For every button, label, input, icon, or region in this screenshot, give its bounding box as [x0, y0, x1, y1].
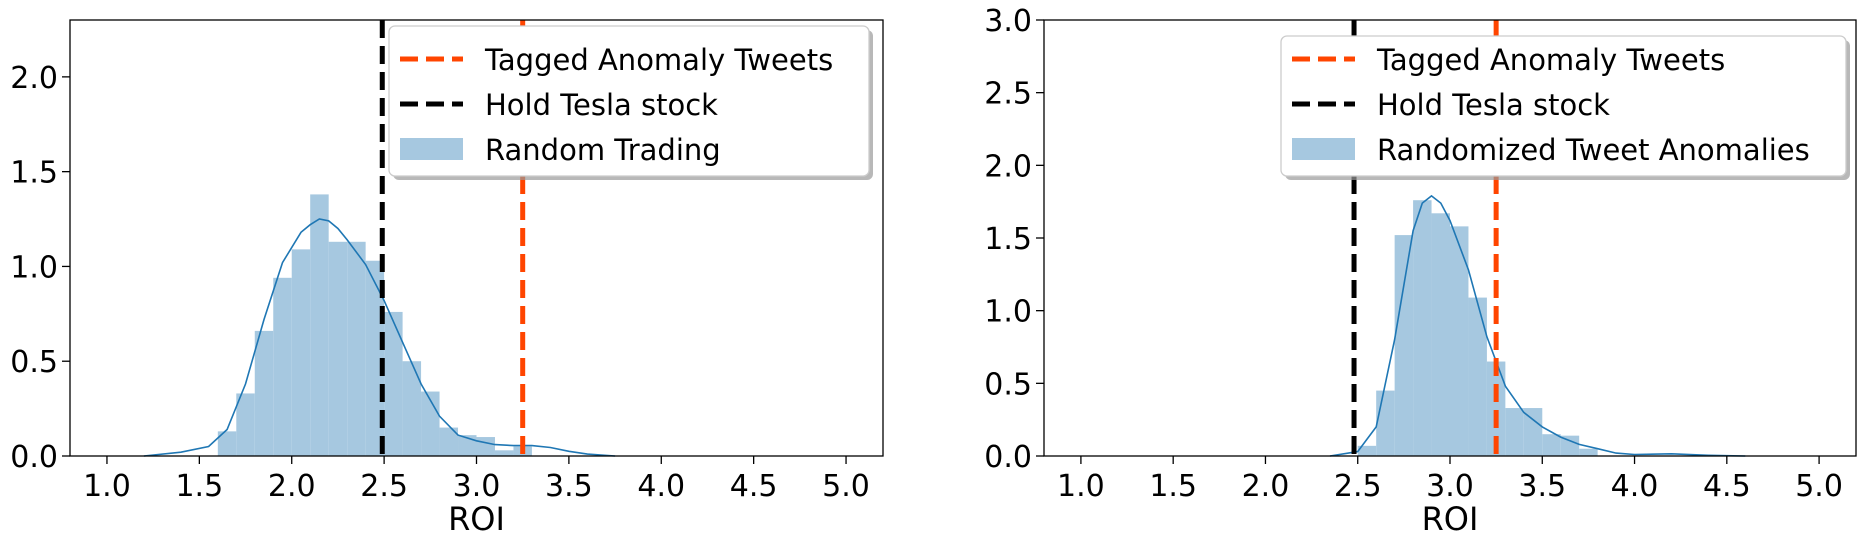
legend-hist-label: Random Trading: [485, 133, 721, 167]
histogram-bar: [1468, 297, 1487, 456]
x-axis-ticks: 1.0 1.5 2.0 2.5 3.0 3.5 4.0 4.5 5.0: [83, 456, 870, 504]
histogram-bar: [217, 431, 237, 456]
x-axis-ticks: 1.0 1.5 2.0 2.5 3.0 3.5 4.0 4.5 5.0: [1057, 456, 1843, 504]
kde-curve: [143, 218, 616, 457]
legend-box: [388, 25, 870, 177]
x-tick-label: 2.0: [268, 469, 316, 504]
histogram-bar: [328, 241, 348, 456]
y-tick-label: 2.5: [984, 77, 1032, 112]
histogram-bar: [1542, 434, 1561, 456]
x-tick-label: 3.0: [1426, 469, 1474, 504]
histogram-bar: [291, 249, 311, 456]
histogram-bar: [439, 427, 459, 456]
histogram-bar: [1357, 445, 1377, 456]
legend: Tagged Anomaly Tweets Hold Tesla stock R…: [388, 25, 873, 180]
histogram-bar: [1394, 235, 1414, 456]
histogram-bar: [1413, 200, 1432, 456]
histogram-bar: [1523, 408, 1543, 456]
legend-tagged-label: Tagged Anomaly Tweets: [484, 43, 833, 77]
x-axis-label: ROI: [448, 500, 505, 538]
histogram-bar: [402, 361, 422, 456]
legend-hold-label: Hold Tesla stock: [485, 88, 718, 122]
x-tick-label: 1.0: [1057, 469, 1105, 504]
y-tick-label: 2.0: [10, 61, 58, 96]
x-tick-label: 2.5: [360, 469, 408, 504]
histogram-bar: [476, 437, 495, 456]
histogram-bar: [494, 450, 514, 456]
y-tick-label: 1.5: [10, 156, 58, 191]
legend-tagged-label: Tagged Anomaly Tweets: [1376, 43, 1725, 77]
histogram-bar: [1431, 213, 1450, 456]
y-tick-label: 0.5: [10, 345, 58, 380]
histogram-bar: [384, 311, 403, 456]
legend-hist-swatch: [1292, 138, 1355, 160]
legend: Tagged Anomaly Tweets Hold Tesla stock R…: [1280, 35, 1850, 180]
x-tick-label: 4.0: [1611, 469, 1659, 504]
x-tick-label: 1.5: [1149, 469, 1197, 504]
histogram-bar: [310, 194, 329, 456]
x-tick-label: 2.0: [1242, 469, 1290, 504]
histogram-bar: [1376, 390, 1395, 456]
histogram-bar: [1450, 226, 1469, 456]
x-tick-label: 1.0: [83, 469, 131, 504]
y-tick-label: 1.0: [10, 250, 58, 285]
histogram-bar: [1560, 435, 1580, 456]
y-tick-label: 3.0: [984, 4, 1032, 39]
y-tick-label: 1.5: [984, 222, 1032, 257]
histogram-bar: [365, 260, 385, 456]
x-tick-label: 4.5: [1703, 469, 1751, 504]
x-tick-label: 5.0: [822, 469, 870, 504]
x-tick-label: 3.5: [545, 469, 593, 504]
x-tick-label: 2.5: [1334, 469, 1382, 504]
histogram-bar: [347, 241, 366, 456]
y-axis-ticks: 0.0 0.5 1.0 1.5 2.0 2.5 3.0: [984, 4, 1044, 475]
y-axis-ticks: 0.0 0.5 1.0 1.5 2.0: [10, 61, 70, 475]
histogram-bars: [217, 194, 532, 456]
histogram-bar: [273, 277, 292, 456]
legend-hold-label: Hold Tesla stock: [1377, 88, 1610, 122]
histogram-bar: [1579, 448, 1598, 456]
y-tick-label: 0.5: [984, 367, 1032, 402]
y-tick-label: 2.0: [984, 149, 1032, 184]
histogram-bar: [236, 393, 255, 456]
y-tick-label: 1.0: [984, 295, 1032, 330]
y-tick-label: 0.0: [10, 440, 58, 475]
x-tick-label: 1.5: [175, 469, 223, 504]
histogram-bar: [1486, 361, 1506, 456]
legend-box: [1280, 35, 1847, 177]
x-tick-label: 3.0: [453, 469, 501, 504]
y-tick-label: 0.0: [984, 440, 1032, 475]
chart-random-trading: 1.0 1.5 2.0 2.5 3.0 3.5 4.0 4.5 5.0 0.0 0.5 1.0 1.5…: [10, 19, 884, 538]
x-tick-label: 5.0: [1795, 469, 1843, 504]
histogram-bar: [254, 330, 274, 456]
legend-hist-swatch: [400, 138, 463, 160]
histogram-bar: [458, 435, 477, 456]
histogram-bars: [1357, 200, 1598, 456]
chart-randomized-tweet-anomalies: 1.0 1.5 2.0 2.5 3.0 3.5 4.0 4.5 5.0 0.0 0.5 1.0 1.5…: [984, 4, 1857, 538]
x-tick-label: 3.5: [1518, 469, 1566, 504]
x-axis-label: ROI: [1422, 500, 1479, 538]
histogram-bar: [1505, 408, 1524, 456]
x-tick-label: 4.5: [730, 469, 778, 504]
x-tick-label: 4.0: [637, 469, 685, 504]
legend-hist-label: Randomized Tweet Anomalies: [1377, 133, 1810, 167]
